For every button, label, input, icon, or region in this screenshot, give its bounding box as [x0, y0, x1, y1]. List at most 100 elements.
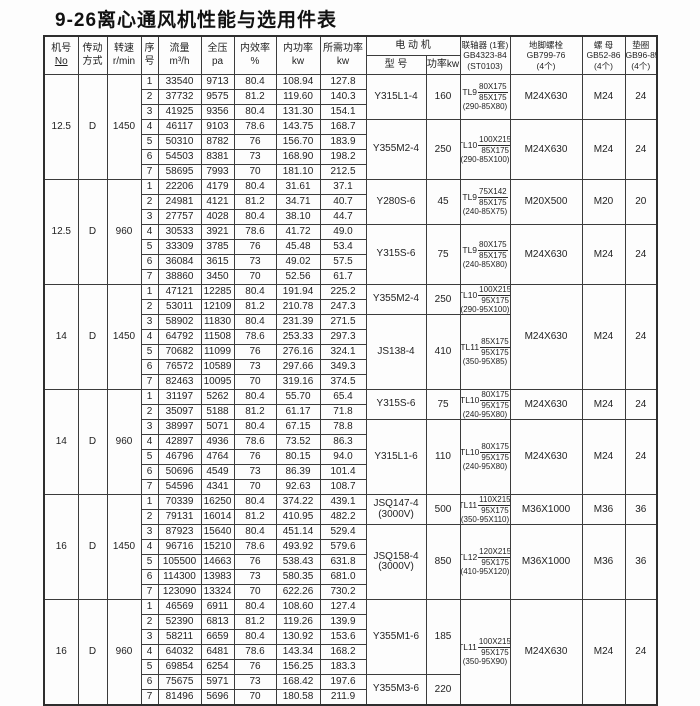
nut-cell: M24	[581, 284, 626, 390]
efficiency-cell: 70	[233, 584, 277, 600]
seq-cell: 2	[140, 89, 159, 105]
efficiency-cell: 70	[233, 689, 277, 706]
pressure-cell: 9103	[200, 119, 235, 135]
required-power-cell: 37.1	[319, 179, 367, 195]
coupling-spec: TL10 80X175 95X175 (240-95X80)	[460, 442, 509, 471]
efficiency-cell: 70	[233, 479, 277, 495]
seq-cell: 3	[140, 104, 159, 120]
table-row: 5 70682 11099 76 276.16 324.1	[44, 344, 657, 360]
required-power-cell: 94.0	[319, 449, 367, 465]
coupling-spec: TL11 110X215 95X175 (350-95X110)	[460, 494, 510, 524]
motor-power-cell: 45	[425, 179, 461, 225]
seq-cell: 6	[140, 149, 159, 165]
required-power-cell: 197.6	[319, 674, 367, 690]
flow-cell: 69854	[157, 659, 202, 675]
coupling-cell: TL11 85X175 95X175 (350-95X85)	[459, 314, 511, 390]
flow-cell: 54503	[157, 149, 202, 165]
speed-cell: 960	[106, 389, 142, 495]
flow-cell: 81496	[157, 689, 202, 706]
nut-cell: M24	[581, 74, 626, 120]
pressure-cell: 10589	[200, 359, 235, 375]
pressure-cell: 12109	[200, 299, 235, 315]
flow-cell: 24981	[157, 194, 202, 210]
pressure-cell: 4936	[200, 434, 235, 450]
motor-model-cell: Y315S-6	[365, 224, 427, 285]
pressure-cell: 6254	[200, 659, 235, 675]
required-power-cell: 61.7	[319, 269, 367, 285]
col-header-anchor-bolt: 地脚螺栓 GB799-76 (4个)	[509, 35, 583, 75]
required-power-cell: 631.8	[319, 554, 367, 570]
anchor-bolt-cell: M36X1000	[509, 494, 583, 525]
speed-cell: 960	[106, 599, 142, 706]
efficiency-cell: 80.4	[233, 599, 277, 615]
seq-cell: 5	[140, 554, 159, 570]
pressure-cell: 5071	[200, 419, 235, 435]
col-header-nut: 螺 母 GB52-86 (4个)	[581, 35, 626, 75]
efficiency-cell: 81.2	[233, 89, 277, 105]
table-row: 14 D 960 1 31197 5262 80.4 55.70 65.4 Y315S-6 75 TL…	[43, 389, 658, 495]
internal-power-cell: 38.10	[275, 209, 321, 225]
seq-cell: 7	[140, 164, 159, 180]
machine-no-cell: 12.5	[43, 179, 79, 285]
flow-cell: 41925	[157, 104, 202, 120]
drive-mode-cell: D	[77, 494, 108, 600]
anchor-bolt-cell: M36X1000	[509, 524, 583, 600]
efficiency-cell: 70	[233, 269, 277, 285]
pressure-cell: 11830	[200, 314, 235, 330]
washer-cell: 24	[624, 389, 658, 420]
col-header-speed: 转速 r/min	[106, 35, 142, 75]
col-header-motor-model: 型 号	[365, 55, 427, 75]
motor-model: Y355M2-4	[372, 293, 420, 305]
flow-cell: 33309	[157, 239, 202, 255]
internal-power-cell: 108.60	[275, 599, 321, 615]
internal-power-cell: 181.10	[275, 164, 321, 180]
seq-cell: 1	[140, 494, 159, 510]
motor-model-cell: JSQ158-4 (3000V)	[365, 524, 427, 600]
washer-cell: 24	[624, 119, 658, 180]
motor-model-cell: Y315S-6	[365, 389, 427, 420]
col-header-seq: 序 号	[140, 35, 159, 75]
internal-power-cell: 52.56	[275, 269, 321, 285]
pressure-cell: 5188	[200, 404, 235, 420]
pressure-cell: 5262	[200, 389, 235, 405]
speed-cell: 1450	[106, 74, 142, 180]
motor-power-cell: 185	[425, 599, 461, 675]
required-power-cell: 168.7	[319, 119, 367, 135]
pressure-cell: 4121	[200, 194, 235, 210]
seq-cell: 2	[140, 509, 159, 525]
required-power-cell: 53.4	[319, 239, 367, 255]
required-power-cell: 139.9	[319, 614, 367, 630]
required-power-cell: 183.9	[319, 134, 367, 150]
coupling-spec: TL11100X21595X175(350-95X90)	[461, 637, 510, 666]
pressure-cell: 8782	[200, 134, 235, 150]
fan-performance-table: 机号 No 传动 方式 转速 r/min 序 号 流量 m³/h 全压 pa	[43, 35, 658, 706]
pressure-cell: 15210	[200, 539, 235, 555]
required-power-cell: 730.2	[319, 584, 367, 600]
flow-cell: 35097	[157, 404, 202, 420]
seq-cell: 2	[140, 194, 159, 210]
internal-power-cell: 191.94	[275, 284, 321, 300]
motor-model-cell: JS138-4	[365, 314, 427, 390]
internal-power-cell: 622.26	[275, 584, 321, 600]
internal-power-cell: 210.78	[275, 299, 321, 315]
efficiency-cell: 81.2	[233, 404, 277, 420]
pressure-cell: 9356	[200, 104, 235, 120]
pressure-cell: 15640	[200, 524, 235, 540]
motor-model: Y315S-6	[376, 398, 416, 410]
motor-power-cell: 110	[425, 419, 461, 495]
coupling-spec: TL10 80X175 95X175 (240-95X80)	[460, 389, 509, 419]
motor-model: Y315L1-6	[374, 450, 418, 462]
flow-cell: 52390	[157, 614, 202, 630]
anchor-bolt-cell: M24X630	[509, 419, 583, 495]
efficiency-cell: 73	[233, 674, 277, 690]
flow-cell: 38997	[157, 419, 202, 435]
pressure-cell: 16250	[200, 494, 235, 510]
seq-cell: 4	[140, 329, 159, 345]
washer-cell: 24	[624, 284, 658, 390]
motor-power-cell: 500	[425, 494, 461, 525]
motor-power-cell: 250	[425, 284, 461, 315]
flow-cell: 46117	[157, 119, 202, 135]
motor-power-cell: 220	[425, 674, 461, 706]
coupling-cell: TL9 80X175 85X175 (290-85X80)	[459, 74, 511, 120]
coupling-cell: TL12120X21595X175(410-95X120)	[459, 524, 511, 600]
